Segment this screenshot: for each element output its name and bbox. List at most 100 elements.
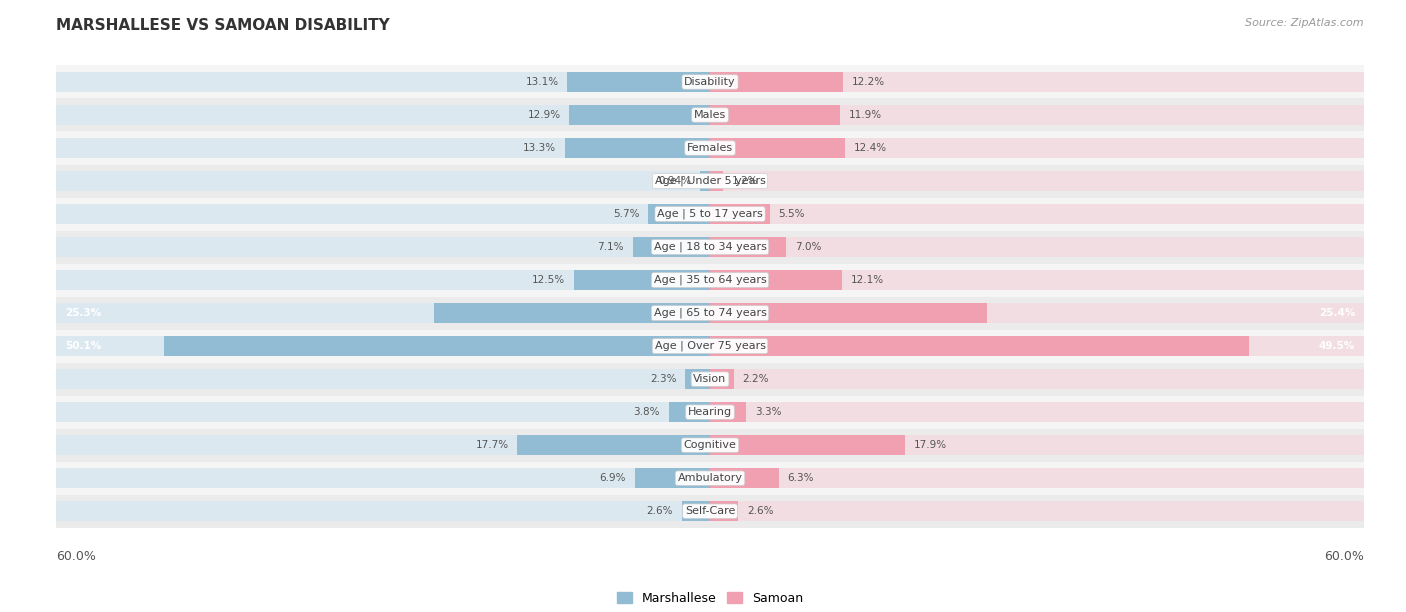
- Text: Age | 35 to 64 years: Age | 35 to 64 years: [654, 275, 766, 285]
- Bar: [710, 270, 842, 290]
- Text: Age | 5 to 17 years: Age | 5 to 17 years: [657, 209, 763, 219]
- Bar: [710, 303, 987, 323]
- Bar: [56, 198, 1364, 231]
- Bar: [565, 138, 710, 159]
- Bar: [517, 435, 710, 455]
- Text: Age | 18 to 34 years: Age | 18 to 34 years: [654, 242, 766, 252]
- Bar: [648, 204, 710, 224]
- Bar: [56, 369, 710, 389]
- Text: MARSHALLESE VS SAMOAN DISABILITY: MARSHALLESE VS SAMOAN DISABILITY: [56, 18, 389, 34]
- Bar: [56, 171, 710, 192]
- Text: 12.5%: 12.5%: [531, 275, 565, 285]
- Bar: [710, 336, 1364, 356]
- Text: Age | Over 75 years: Age | Over 75 years: [655, 341, 765, 351]
- Text: 2.2%: 2.2%: [742, 374, 769, 384]
- Bar: [710, 138, 1364, 159]
- Text: 13.3%: 13.3%: [523, 143, 557, 153]
- Bar: [710, 468, 779, 488]
- Bar: [56, 395, 1364, 428]
- Text: 13.1%: 13.1%: [526, 77, 558, 87]
- Bar: [700, 171, 710, 192]
- Bar: [56, 303, 710, 323]
- Bar: [56, 501, 710, 521]
- Bar: [56, 461, 1364, 494]
- Text: 2.3%: 2.3%: [650, 374, 676, 384]
- Bar: [56, 72, 710, 92]
- Bar: [633, 237, 710, 257]
- Bar: [710, 402, 747, 422]
- Bar: [710, 303, 1364, 323]
- Bar: [710, 435, 1364, 455]
- Text: Age | 65 to 74 years: Age | 65 to 74 years: [654, 308, 766, 318]
- Text: 6.3%: 6.3%: [787, 473, 814, 483]
- Bar: [165, 336, 710, 356]
- Text: Females: Females: [688, 143, 733, 153]
- Bar: [710, 237, 1364, 257]
- Bar: [710, 171, 1364, 192]
- Text: 12.1%: 12.1%: [851, 275, 884, 285]
- Bar: [710, 435, 905, 455]
- Bar: [56, 336, 710, 356]
- Bar: [710, 336, 1250, 356]
- Text: 60.0%: 60.0%: [1324, 550, 1364, 564]
- Bar: [710, 138, 845, 159]
- Bar: [682, 501, 710, 521]
- Text: 7.1%: 7.1%: [598, 242, 624, 252]
- Bar: [56, 402, 710, 422]
- Bar: [567, 72, 710, 92]
- Bar: [434, 303, 710, 323]
- Bar: [56, 297, 1364, 330]
- Bar: [710, 501, 738, 521]
- Text: Age | Under 5 years: Age | Under 5 years: [655, 176, 765, 186]
- Text: Cognitive: Cognitive: [683, 440, 737, 450]
- Text: 5.5%: 5.5%: [779, 209, 806, 219]
- Bar: [56, 435, 710, 455]
- Text: Hearing: Hearing: [688, 407, 733, 417]
- Text: 6.9%: 6.9%: [599, 473, 626, 483]
- Bar: [685, 369, 710, 389]
- Text: Ambulatory: Ambulatory: [678, 473, 742, 483]
- Text: 5.7%: 5.7%: [613, 209, 640, 219]
- Bar: [56, 494, 1364, 528]
- Bar: [710, 105, 839, 125]
- Text: 25.3%: 25.3%: [65, 308, 101, 318]
- Text: 0.94%: 0.94%: [658, 176, 692, 186]
- Bar: [56, 65, 1364, 99]
- Text: Vision: Vision: [693, 374, 727, 384]
- Bar: [710, 72, 844, 92]
- Bar: [710, 72, 1364, 92]
- Text: 7.0%: 7.0%: [794, 242, 821, 252]
- Bar: [56, 468, 710, 488]
- Bar: [710, 402, 1364, 422]
- Bar: [56, 105, 710, 125]
- Bar: [710, 105, 1364, 125]
- Bar: [56, 138, 710, 159]
- Bar: [56, 204, 710, 224]
- Text: Source: ZipAtlas.com: Source: ZipAtlas.com: [1246, 18, 1364, 28]
- Bar: [669, 402, 710, 422]
- Bar: [56, 428, 1364, 461]
- Bar: [710, 468, 1364, 488]
- Bar: [56, 264, 1364, 297]
- Legend: Marshallese, Samoan: Marshallese, Samoan: [612, 587, 808, 610]
- Bar: [56, 231, 1364, 264]
- Text: Disability: Disability: [685, 77, 735, 87]
- Bar: [56, 99, 1364, 132]
- Text: Self-Care: Self-Care: [685, 506, 735, 516]
- Text: 12.2%: 12.2%: [852, 77, 884, 87]
- Text: 2.6%: 2.6%: [647, 506, 673, 516]
- Text: 17.7%: 17.7%: [475, 440, 509, 450]
- Bar: [56, 237, 710, 257]
- Bar: [574, 270, 710, 290]
- Bar: [710, 501, 1364, 521]
- Text: 3.3%: 3.3%: [755, 407, 782, 417]
- Text: 2.6%: 2.6%: [747, 506, 773, 516]
- Bar: [56, 165, 1364, 198]
- Bar: [710, 204, 770, 224]
- Bar: [56, 362, 1364, 395]
- Bar: [710, 237, 786, 257]
- Bar: [56, 330, 1364, 362]
- Text: 17.9%: 17.9%: [914, 440, 946, 450]
- Bar: [636, 468, 710, 488]
- Text: 12.4%: 12.4%: [853, 143, 887, 153]
